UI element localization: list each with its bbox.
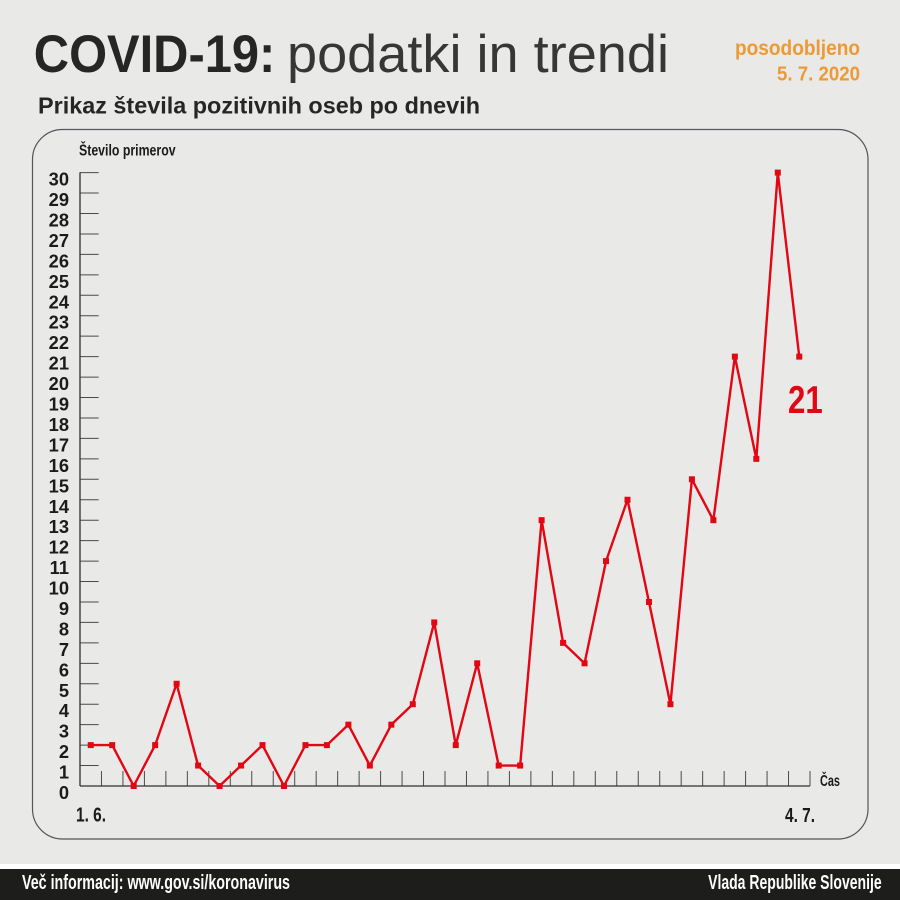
svg-text:0: 0	[59, 782, 69, 803]
svg-text:Število primerov: Število primerov	[79, 142, 176, 160]
svg-text:11: 11	[50, 557, 69, 578]
svg-text:Več informacij: www.gov.si/kor: Več informacij: www.gov.si/koronavirus	[22, 872, 290, 894]
svg-text:10: 10	[49, 578, 69, 599]
svg-text:6: 6	[59, 659, 69, 680]
svg-text:25: 25	[49, 271, 69, 292]
svg-text:4: 4	[59, 700, 70, 721]
svg-text:29: 29	[49, 189, 69, 210]
svg-text:COVID-19:: COVID-19:	[34, 25, 275, 84]
svg-text:posodobljeno: posodobljeno	[735, 37, 860, 60]
svg-text:7: 7	[59, 639, 69, 660]
svg-text:2: 2	[59, 741, 69, 762]
svg-text:21: 21	[49, 353, 69, 374]
svg-text:16: 16	[49, 455, 69, 476]
svg-text:4. 7.: 4. 7.	[785, 805, 815, 827]
svg-text:podatki in trendi: podatki in trendi	[287, 25, 669, 84]
svg-text:5. 7. 2020: 5. 7. 2020	[777, 63, 860, 85]
svg-text:19: 19	[49, 394, 69, 415]
svg-text:13: 13	[49, 516, 69, 537]
svg-text:8: 8	[59, 618, 69, 639]
svg-text:27: 27	[49, 230, 69, 251]
svg-text:18: 18	[49, 414, 69, 435]
svg-text:14: 14	[49, 496, 70, 517]
svg-text:Prikaz števila pozitivnih oseb: Prikaz števila pozitivnih oseb po dnevih	[38, 93, 480, 119]
svg-text:Čas: Čas	[820, 772, 840, 790]
svg-text:26: 26	[49, 250, 69, 271]
svg-text:1. 6.: 1. 6.	[76, 805, 106, 827]
svg-text:30: 30	[49, 169, 69, 190]
svg-text:Vlada Republike Slovenije: Vlada Republike Slovenije	[708, 872, 882, 894]
svg-text:1: 1	[59, 762, 69, 783]
svg-text:17: 17	[49, 434, 69, 455]
svg-text:22: 22	[49, 332, 69, 353]
svg-text:28: 28	[49, 209, 69, 230]
svg-text:5: 5	[59, 680, 69, 701]
svg-text:20: 20	[49, 373, 69, 394]
svg-text:3: 3	[59, 721, 69, 742]
svg-text:15: 15	[49, 475, 69, 496]
svg-text:12: 12	[49, 537, 69, 558]
svg-text:23: 23	[49, 312, 69, 333]
svg-text:24: 24	[49, 291, 70, 312]
svg-text:21: 21	[788, 379, 823, 422]
svg-text:9: 9	[59, 598, 69, 619]
